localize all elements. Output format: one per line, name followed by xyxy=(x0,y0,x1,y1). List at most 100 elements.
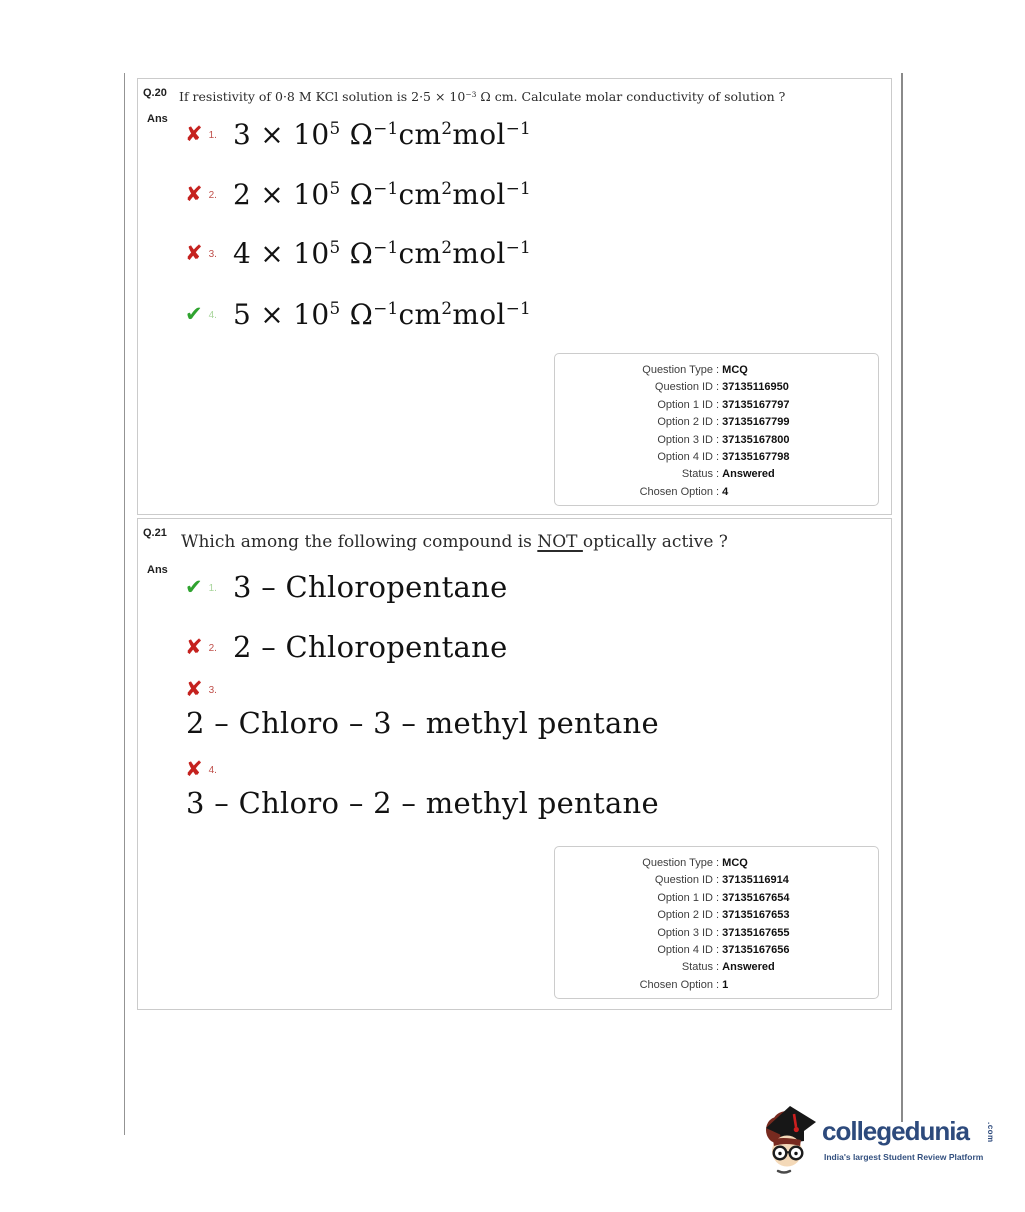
question-box-q21: Q.21 Which among the following compound … xyxy=(137,518,892,1010)
question-number: Q.21 xyxy=(143,527,167,539)
option-text: 2 × 105 Ω−1cm2mol−1 xyxy=(232,177,531,211)
metadata-row: Option 1 ID : 37135167797 xyxy=(555,397,878,414)
metadata-value: 37135167654 xyxy=(722,891,790,904)
metadata-colon: : xyxy=(713,468,723,481)
option-number: 4. xyxy=(208,309,217,321)
option-text: 3 × 105 Ω−1cm2mol−1 xyxy=(232,117,531,151)
option-number: 3. xyxy=(208,248,217,260)
question-metadata-box: Question Type : MCQ Question ID : 3713511… xyxy=(554,353,879,506)
option-row: ✘ 2. 2 × 105 Ω−1cm2mol−1 xyxy=(185,172,531,216)
metadata-colon: : xyxy=(713,433,723,446)
option-text: 5 × 105 Ω−1cm2mol−1 xyxy=(232,297,531,331)
question-number: Q.20 xyxy=(143,87,167,99)
brand-text: collegedunia xyxy=(822,1116,970,1146)
metadata-value: 37135167797 xyxy=(722,398,790,411)
metadata-row: Chosen Option : 1 xyxy=(555,977,878,994)
metadata-value: 37135167798 xyxy=(722,451,790,464)
metadata-colon: : xyxy=(713,398,723,411)
option-number: 2. xyxy=(208,642,217,654)
option-row: ✔ 1. 3 – Chloropentane xyxy=(185,567,508,607)
metadata-colon: : xyxy=(713,364,723,376)
metadata-row: Option 1 ID : 37135167654 xyxy=(555,890,878,907)
metadata-colon: : xyxy=(713,891,723,904)
cross-icon: ✘ xyxy=(185,121,203,146)
metadata-colon: : xyxy=(713,978,723,991)
metadata-colon: : xyxy=(713,909,723,922)
metadata-value: 37135116950 xyxy=(722,381,789,394)
metadata-row: Question ID : 37135116950 xyxy=(555,379,878,396)
option-number: 1. xyxy=(208,129,217,141)
option-row: ✘ 2. 2 – Chloropentane xyxy=(185,627,508,667)
question-metadata-box: Question Type : MCQ Question ID : 3713511… xyxy=(554,846,879,999)
option-row: 3 – Chloro – 2 – methyl pentane xyxy=(186,783,659,823)
metadata-label: Status xyxy=(681,468,713,481)
collegedunia-logo: collegedunia .com India's largest Studen… xyxy=(760,1100,1010,1178)
metadata-label: Option 2 ID xyxy=(657,416,713,429)
option-number: 1. xyxy=(208,582,217,594)
option-text: 4 × 105 Ω−1cm2mol−1 xyxy=(232,236,531,270)
metadata-row: Option 4 ID : 37135167798 xyxy=(555,449,878,466)
metadata-row: Status : Answered xyxy=(555,959,878,976)
metadata-colon: : xyxy=(713,416,723,429)
option-text: 2 – Chloropentane xyxy=(232,630,508,664)
metadata-label: Status xyxy=(681,961,713,974)
metadata-value: 37135167653 xyxy=(722,909,790,922)
metadata-row: Status : Answered xyxy=(555,466,878,483)
question-text: Which among the following compound is NO… xyxy=(181,532,728,552)
left-page-rule xyxy=(124,73,125,1135)
brand-tagline: India's largest Student Review Platform xyxy=(824,1152,984,1162)
metadata-value: 37135167656 xyxy=(722,944,790,957)
option-row: ✔ 4. 5 × 105 Ω−1cm2mol−1 xyxy=(185,292,531,336)
metadata-colon: : xyxy=(713,451,723,464)
metadata-colon: : xyxy=(713,961,723,974)
metadata-label: Chosen Option xyxy=(639,978,713,991)
question-box-q20: Q.20 If resistivity of 0·8 M KCl solutio… xyxy=(137,78,892,515)
cross-icon: ✘ xyxy=(185,634,203,659)
option-row: ✘ 3. 4 × 105 Ω−1cm2mol−1 xyxy=(185,231,531,275)
option-row: ✘ 1. 3 × 105 Ω−1cm2mol−1 xyxy=(185,112,531,156)
metadata-value: MCQ xyxy=(722,857,748,869)
metadata-row: Question Type : MCQ xyxy=(555,855,878,872)
mascot-icon xyxy=(766,1106,816,1174)
metadata-colon: : xyxy=(713,381,723,394)
metadata-label: Question ID xyxy=(654,381,713,394)
metadata-value: 1 xyxy=(722,978,729,991)
metadata-label: Option 4 ID xyxy=(657,451,713,464)
option-mark-row: ✘ 4. xyxy=(185,757,233,781)
option-number: 3. xyxy=(208,684,217,696)
metadata-colon: : xyxy=(713,926,723,939)
option-number: 4. xyxy=(208,764,217,776)
question-text: If resistivity of 0·8 M KCl solution is … xyxy=(179,89,786,104)
metadata-row: Option 4 ID : 37135167656 xyxy=(555,942,878,959)
option-number: 2. xyxy=(208,189,217,201)
metadata-value: 37135167799 xyxy=(722,416,790,429)
metadata-label: Question ID xyxy=(654,874,713,887)
metadata-label: Chosen Option xyxy=(639,485,713,498)
metadata-row: Question ID : 37135116914 xyxy=(555,872,878,889)
metadata-label: Option 2 ID xyxy=(657,909,713,922)
metadata-label: Option 3 ID xyxy=(657,926,713,939)
metadata-colon: : xyxy=(713,857,723,869)
metadata-label: Option 4 ID xyxy=(657,944,713,957)
answer-label: Ans xyxy=(147,564,168,576)
metadata-row: Option 2 ID : 37135167799 xyxy=(555,414,878,431)
option-mark-row: ✘ 3. xyxy=(185,677,233,701)
check-icon: ✔ xyxy=(185,301,203,326)
metadata-value: 4 xyxy=(722,485,729,498)
metadata-row: Option 2 ID : 37135167653 xyxy=(555,907,878,924)
metadata-row: Question Type : MCQ xyxy=(555,362,878,379)
option-text: 3 – Chloro – 2 – methyl pentane xyxy=(186,786,659,820)
metadata-label: Question Type xyxy=(642,364,713,376)
brand-tld: .com xyxy=(986,1122,995,1143)
metadata-label: Question Type xyxy=(642,857,713,869)
cross-icon: ✘ xyxy=(185,756,203,781)
metadata-value: 37135116914 xyxy=(722,874,789,887)
cross-icon: ✘ xyxy=(185,240,203,265)
metadata-row: Chosen Option : 4 xyxy=(555,484,878,501)
metadata-label: Option 1 ID xyxy=(657,891,713,904)
right-page-rule xyxy=(901,73,903,1122)
option-text: 3 – Chloropentane xyxy=(232,570,508,604)
metadata-label: Option 1 ID xyxy=(657,398,713,411)
cross-icon: ✘ xyxy=(185,676,203,701)
metadata-value: Answered xyxy=(722,961,775,974)
